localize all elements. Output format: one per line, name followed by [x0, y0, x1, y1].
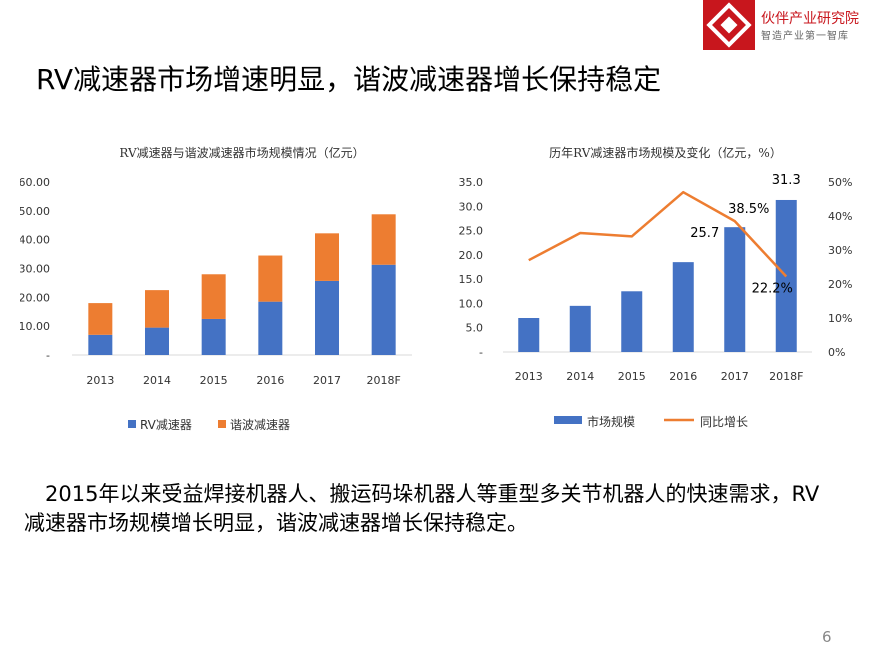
chart1-ytick-label: 10.00 [20, 320, 50, 333]
chart1-bar-harmonic [201, 274, 226, 319]
chart1-xtick-label: 2014 [143, 374, 171, 387]
chart1-bar-harmonic [258, 255, 283, 302]
chart2-data-label: 22.2% [752, 282, 793, 297]
chart2-ytick-left-label: 25.0 [459, 225, 484, 238]
body-paragraph: 2015年以来受益焊接机器人、搬运码垛机器人等重型多关节机器人的快速需求，RV减… [24, 482, 820, 535]
chart1-ytick-label: 60.00 [20, 176, 50, 189]
chart2-xtick-label: 2014 [566, 370, 594, 383]
chart1-bar-harmonic [315, 233, 339, 281]
chart2-data-label: 25.7 [690, 226, 719, 241]
chart1-ytick-label: 30.00 [20, 263, 50, 276]
chart2-ytick-left-label: 20.0 [459, 249, 484, 262]
chart2-data-label: 31.3 [772, 173, 801, 188]
chart2-bar [672, 262, 694, 352]
chart2-legend-label: 同比增长 [700, 415, 748, 429]
chart1-legend-swatch [218, 420, 226, 428]
chart2-ytick-right-label: 20% [828, 278, 852, 291]
chart2-xtick-label: 2015 [618, 370, 646, 383]
chart2-ytick-left-label: 30.0 [459, 200, 484, 213]
chart1-legend-swatch [128, 420, 136, 428]
chart1-bar-harmonic [145, 290, 169, 328]
chart1-bar-rv [371, 264, 396, 355]
chart1-title: RV减速器与谐波减速器市场规模情况（亿元） [119, 145, 364, 160]
chart2-ytick-left-label: 10.0 [459, 297, 484, 310]
chart1-xtick-label: 2015 [200, 374, 228, 387]
chart1-xtick-label: 2017 [313, 374, 341, 387]
chart2-legend-swatch-bar [554, 416, 582, 424]
chart1-bar-rv [258, 301, 283, 355]
brand-tagline: 智造产业第一智库 [761, 31, 849, 42]
chart1-bar-rv [315, 280, 339, 355]
brand-name: 伙伴产业研究院 [761, 11, 859, 27]
slide-title: RV减速器市场增速明显，谐波减速器增长保持稳定 [36, 63, 662, 96]
chart1-bar-rv [145, 327, 169, 355]
chart2-xtick-label: 2013 [515, 370, 543, 383]
bar-line-combo-chart: 历年RV减速器市场规模及变化（亿元，%） - 5.0 10.0 15.0 20.0 25.0… [459, 145, 853, 429]
chart1-xtick-label: 2018F [367, 374, 401, 387]
chart2-ytick-left-label: 35.0 [459, 176, 484, 189]
chart1-bar-harmonic [88, 303, 113, 335]
chart1-bar-harmonic [371, 214, 396, 265]
chart1-ytick-label: - [46, 349, 50, 362]
chart2-bar [518, 318, 540, 352]
chart2-xtick-label: 2016 [669, 370, 697, 383]
chart1-bar-rv [201, 318, 226, 355]
chart2-growth-line [528, 190, 788, 278]
stacked-bar-chart: RV减速器与谐波减速器市场规模情况（亿元） - 10.00 20.00 30.00 40.… [20, 145, 412, 432]
chart1-ytick-label: 20.00 [20, 291, 50, 304]
chart2-data-label: 38.5% [728, 202, 769, 217]
chart2-ytick-right-label: 30% [828, 244, 852, 257]
chart2-ytick-right-label: 40% [828, 210, 852, 223]
chart2-xtick-label: 2018F [769, 370, 803, 383]
chart1-xtick-label: 2016 [256, 374, 284, 387]
chart2-ytick-left-label: 15.0 [459, 273, 484, 286]
chart2-ytick-left-label: 5.0 [466, 322, 484, 335]
chart2-xtick-label: 2017 [721, 370, 749, 383]
chart1-legend-label: 谐波减速器 [230, 418, 290, 432]
chart1-ytick-label: 40.00 [20, 234, 50, 247]
chart2-ytick-right-label: 10% [828, 312, 852, 325]
chart2-bar [569, 305, 591, 352]
chart2-ytick-right-label: 0% [828, 346, 845, 359]
chart1-legend-label: RV减速器 [140, 418, 192, 432]
chart1-bar-rv [88, 334, 113, 355]
brand-logo: 伙伴产业研究院 智造产业第一智库 [703, 0, 882, 50]
chart2-bar [724, 227, 746, 352]
chart2-bar [621, 291, 643, 352]
chart2-legend-label: 市场规模 [587, 414, 635, 429]
chart1-ytick-label: 50.00 [20, 205, 50, 218]
chart2-ytick-left-label: - [479, 346, 483, 359]
chart1-xtick-label: 2013 [86, 374, 114, 387]
brand-mark-icon [703, 0, 755, 50]
page-number: 6 [822, 628, 832, 646]
chart2-title: 历年RV减速器市场规模及变化（亿元，%） [549, 145, 782, 160]
chart2-ytick-right-label: 50% [828, 176, 852, 189]
